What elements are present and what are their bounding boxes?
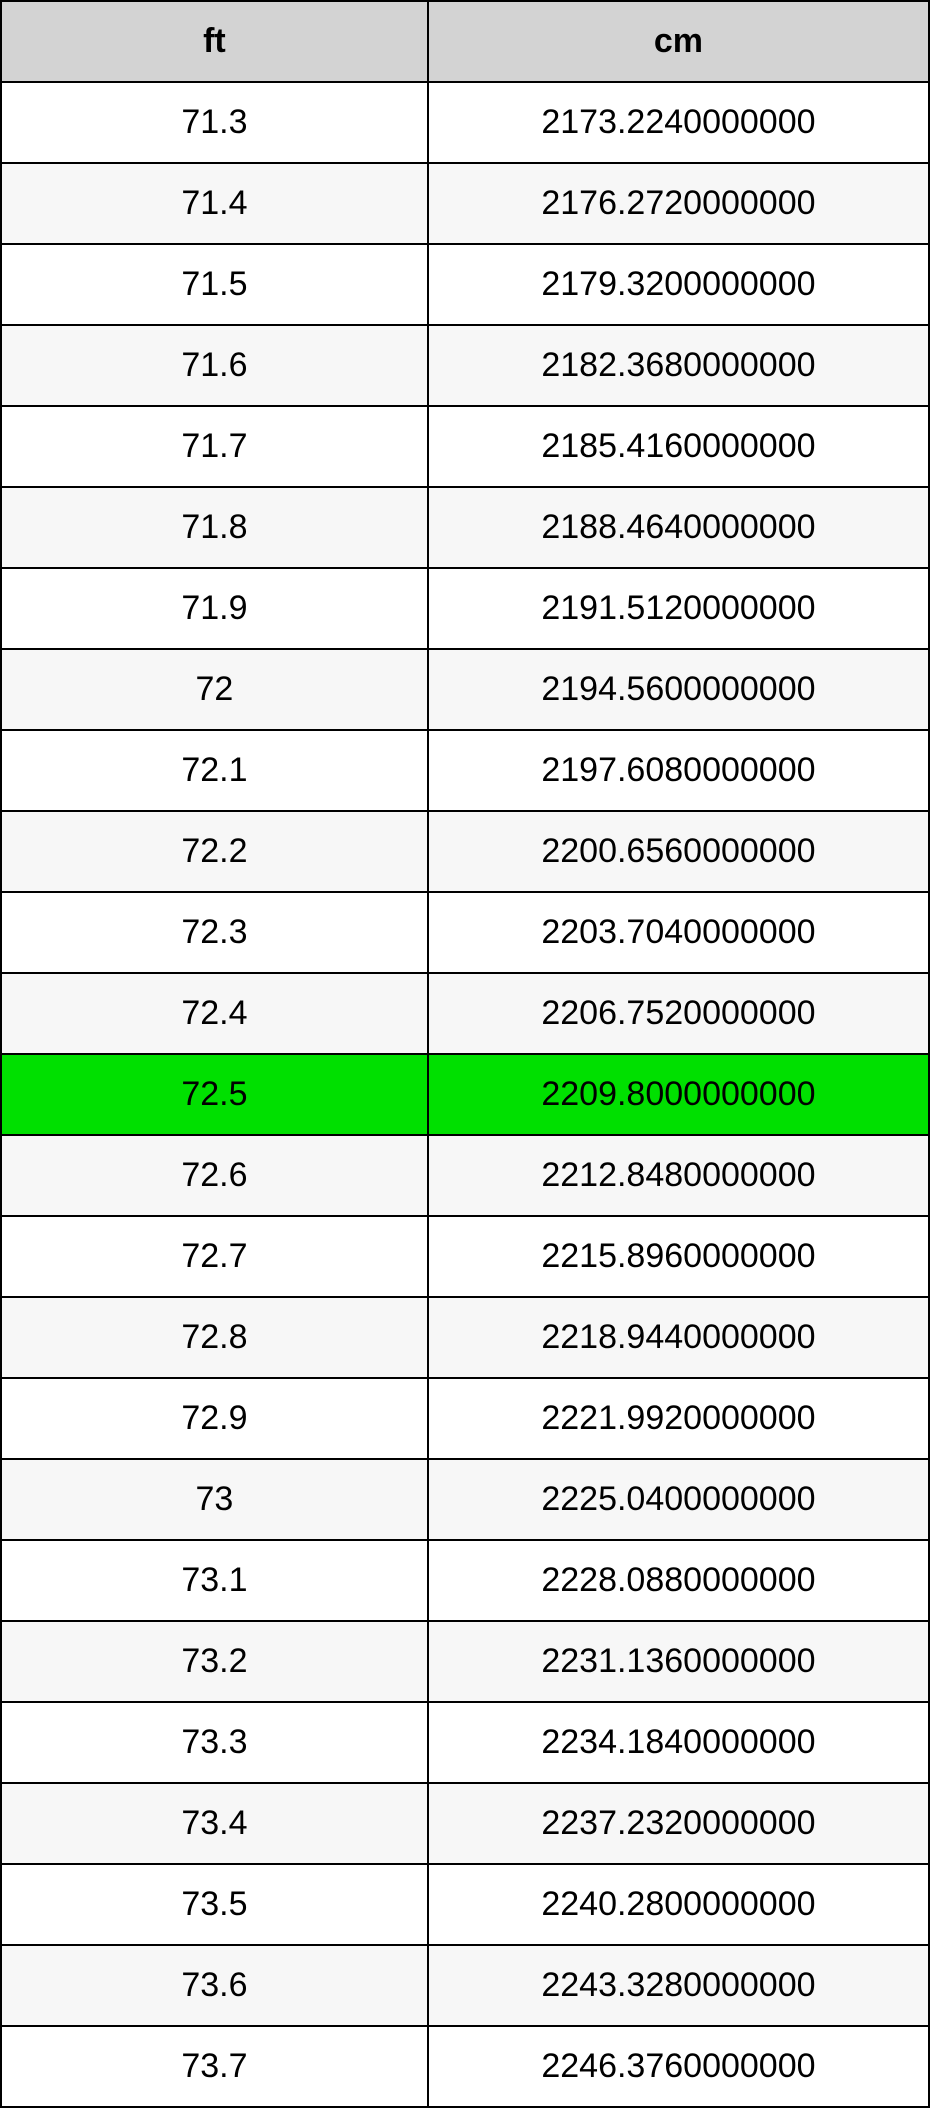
cell-ft: 72.6 — [1, 1135, 428, 1216]
cell-cm: 2185.4160000000 — [428, 406, 929, 487]
cell-ft: 72.7 — [1, 1216, 428, 1297]
cell-cm: 2240.2800000000 — [428, 1864, 929, 1945]
cell-ft: 71.7 — [1, 406, 428, 487]
cell-cm: 2179.3200000000 — [428, 244, 929, 325]
table-row: 72.22200.6560000000 — [1, 811, 929, 892]
table-row: 72.72215.8960000000 — [1, 1216, 929, 1297]
table-row: 73.52240.2800000000 — [1, 1864, 929, 1945]
cell-cm: 2194.5600000000 — [428, 649, 929, 730]
table-row: 722194.5600000000 — [1, 649, 929, 730]
cell-ft: 71.8 — [1, 487, 428, 568]
table-row: 72.82218.9440000000 — [1, 1297, 929, 1378]
cell-ft: 72.8 — [1, 1297, 428, 1378]
cell-cm: 2221.9920000000 — [428, 1378, 929, 1459]
conversion-table: ft cm 71.32173.224000000071.42176.272000… — [0, 0, 930, 2108]
cell-ft: 73.2 — [1, 1621, 428, 1702]
cell-ft: 73.5 — [1, 1864, 428, 1945]
table-row: 71.82188.4640000000 — [1, 487, 929, 568]
table-body: 71.32173.224000000071.42176.272000000071… — [1, 82, 929, 2107]
table-row: 732225.0400000000 — [1, 1459, 929, 1540]
cell-cm: 2246.3760000000 — [428, 2026, 929, 2107]
cell-ft: 71.4 — [1, 163, 428, 244]
cell-ft: 71.9 — [1, 568, 428, 649]
table-row: 72.92221.9920000000 — [1, 1378, 929, 1459]
cell-ft: 72.4 — [1, 973, 428, 1054]
cell-cm: 2225.0400000000 — [428, 1459, 929, 1540]
table-row: 72.62212.8480000000 — [1, 1135, 929, 1216]
cell-ft: 73 — [1, 1459, 428, 1540]
cell-ft: 71.3 — [1, 82, 428, 163]
cell-cm: 2218.9440000000 — [428, 1297, 929, 1378]
table-row: 71.92191.5120000000 — [1, 568, 929, 649]
table-row: 73.42237.2320000000 — [1, 1783, 929, 1864]
table-row: 71.52179.3200000000 — [1, 244, 929, 325]
cell-ft: 71.6 — [1, 325, 428, 406]
cell-cm: 2206.7520000000 — [428, 973, 929, 1054]
cell-ft: 72.2 — [1, 811, 428, 892]
table-row: 72.12197.6080000000 — [1, 730, 929, 811]
cell-cm: 2243.3280000000 — [428, 1945, 929, 2026]
cell-cm: 2231.1360000000 — [428, 1621, 929, 1702]
table-row: 73.22231.1360000000 — [1, 1621, 929, 1702]
cell-cm: 2228.0880000000 — [428, 1540, 929, 1621]
cell-cm: 2191.5120000000 — [428, 568, 929, 649]
cell-ft: 73.6 — [1, 1945, 428, 2026]
cell-ft: 72.5 — [1, 1054, 428, 1135]
cell-cm: 2176.2720000000 — [428, 163, 929, 244]
cell-cm: 2173.2240000000 — [428, 82, 929, 163]
cell-ft: 72 — [1, 649, 428, 730]
cell-ft: 72.1 — [1, 730, 428, 811]
cell-cm: 2234.1840000000 — [428, 1702, 929, 1783]
cell-ft: 72.3 — [1, 892, 428, 973]
table-row: 73.72246.3760000000 — [1, 2026, 929, 2107]
table-row: 73.12228.0880000000 — [1, 1540, 929, 1621]
cell-cm: 2209.8000000000 — [428, 1054, 929, 1135]
cell-cm: 2182.3680000000 — [428, 325, 929, 406]
table-row: 72.42206.7520000000 — [1, 973, 929, 1054]
cell-ft: 73.7 — [1, 2026, 428, 2107]
cell-cm: 2188.4640000000 — [428, 487, 929, 568]
cell-ft: 73.4 — [1, 1783, 428, 1864]
cell-cm: 2212.8480000000 — [428, 1135, 929, 1216]
table-row: 71.42176.2720000000 — [1, 163, 929, 244]
cell-cm: 2215.8960000000 — [428, 1216, 929, 1297]
table-row: 73.62243.3280000000 — [1, 1945, 929, 2026]
table-row: 71.62182.3680000000 — [1, 325, 929, 406]
cell-cm: 2203.7040000000 — [428, 892, 929, 973]
cell-ft: 73.3 — [1, 1702, 428, 1783]
table-row: 71.32173.2240000000 — [1, 82, 929, 163]
cell-cm: 2237.2320000000 — [428, 1783, 929, 1864]
col-header-cm: cm — [428, 1, 929, 82]
table-row: 73.32234.1840000000 — [1, 1702, 929, 1783]
table-row: 72.52209.8000000000 — [1, 1054, 929, 1135]
table-header-row: ft cm — [1, 1, 929, 82]
table-row: 72.32203.7040000000 — [1, 892, 929, 973]
cell-cm: 2197.6080000000 — [428, 730, 929, 811]
cell-ft: 73.1 — [1, 1540, 428, 1621]
cell-ft: 71.5 — [1, 244, 428, 325]
col-header-ft: ft — [1, 1, 428, 82]
cell-cm: 2200.6560000000 — [428, 811, 929, 892]
table-row: 71.72185.4160000000 — [1, 406, 929, 487]
cell-ft: 72.9 — [1, 1378, 428, 1459]
